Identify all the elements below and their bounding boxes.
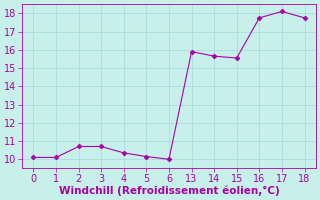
X-axis label: Windchill (Refroidissement éolien,°C): Windchill (Refroidissement éolien,°C) [59,185,279,196]
